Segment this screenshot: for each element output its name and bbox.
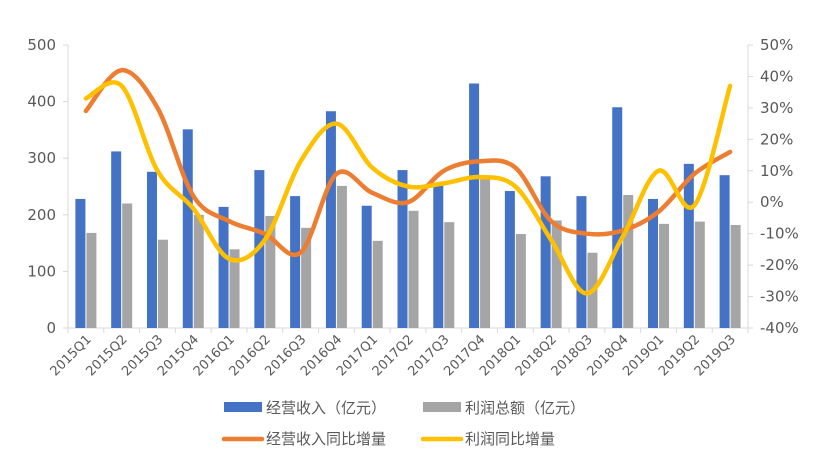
bar-profit-2018Q2: [551, 220, 562, 328]
axes: [63, 44, 753, 333]
legend-swatch: [423, 402, 461, 412]
bar-profit-2017Q4: [480, 176, 491, 328]
legend-label: 利润同比增量: [465, 430, 555, 448]
bar-revenue-2015Q1: [75, 198, 86, 328]
bar-revenue-2017Q3: [433, 183, 444, 328]
x-tick-labels: 2015Q12015Q22015Q32015Q42016Q12016Q22016…: [48, 332, 739, 379]
y-tick-label: 0: [46, 319, 56, 337]
y2-tick-label: -40%: [760, 319, 799, 337]
bar-revenue-2016Q3: [290, 196, 301, 328]
bar-profit-2016Q1: [229, 249, 240, 328]
bar-profit-2019Q2: [694, 221, 705, 328]
lines: [83, 67, 733, 296]
legend-label: 经营收入同比增量: [266, 430, 386, 448]
bar-revenue-2019Q1: [648, 198, 659, 328]
line-profit-yoy: [83, 80, 733, 296]
y2-tick-label: -30%: [760, 288, 799, 306]
bar-revenue-2016Q1: [218, 206, 229, 328]
bar-profit-2015Q2: [122, 203, 133, 328]
y-tick-label: 100: [27, 262, 56, 280]
legend-swatch: [224, 402, 262, 412]
bar-profit-2016Q2: [265, 215, 276, 328]
legend-label: 利润总额（亿元）: [465, 399, 585, 417]
y2-tick-label: -20%: [760, 256, 799, 274]
bar-profit-2019Q1: [659, 223, 670, 328]
bar-profit-2017Q2: [408, 210, 419, 328]
bar-revenue-2015Q2: [111, 151, 122, 328]
bar-revenue-2016Q4: [325, 111, 336, 328]
bar-revenue-2017Q4: [469, 83, 480, 328]
y-tick-label: 200: [27, 206, 56, 224]
bar-revenue-2018Q1: [504, 191, 515, 328]
bar-revenue-2017Q2: [397, 170, 408, 328]
y2-tick-label: 40%: [760, 67, 793, 85]
bar-revenue-2018Q2: [540, 176, 551, 328]
bar-profit-2018Q4: [623, 194, 634, 328]
y2-tick-label: 0%: [760, 193, 784, 211]
bar-revenue-2018Q4: [612, 107, 623, 328]
y2-tick-label: -10%: [760, 225, 799, 243]
bar-revenue-2019Q3: [719, 175, 730, 328]
legend-label: 经营收入（亿元）: [266, 399, 386, 417]
bar-revenue-2015Q4: [182, 129, 193, 328]
y2-tick-label: 50%: [760, 36, 793, 54]
bar-revenue-2019Q2: [683, 163, 694, 328]
y-tick-label: 400: [27, 93, 56, 111]
bar-profit-2015Q4: [193, 214, 204, 328]
y-tick-label: 500: [27, 36, 56, 54]
bar-profit-2015Q1: [86, 232, 97, 328]
bar-profit-2019Q3: [730, 224, 741, 328]
y-tick-labels: 0 100 200 300 400 500: [27, 36, 56, 337]
bar-profit-2015Q3: [157, 239, 168, 328]
y2-tick-label: 10%: [760, 162, 793, 180]
bar-revenue-2015Q3: [146, 171, 157, 328]
y-tick-label: 300: [27, 149, 56, 167]
bar-profit-2016Q4: [336, 185, 347, 328]
bar-profit-2016Q3: [301, 227, 312, 328]
bar-revenue-2018Q3: [576, 196, 587, 328]
bars: [75, 83, 741, 328]
bar-revenue-2017Q1: [361, 205, 372, 328]
y2-tick-label: 30%: [760, 99, 793, 117]
y2-tick-label: 20%: [760, 130, 793, 148]
line-revenue-yoy: [83, 67, 733, 258]
bar-profit-2018Q1: [515, 234, 526, 328]
bar-profit-2017Q1: [372, 240, 383, 328]
legend: 经营收入（亿元） 利润总额（亿元） 经营收入同比增量 利润同比增量: [221, 399, 585, 448]
y2-tick-labels: -40% -30% -20% -10% 0% 10% 20% 30% 40% 50%: [760, 36, 799, 337]
bar-profit-2017Q3: [444, 222, 455, 328]
